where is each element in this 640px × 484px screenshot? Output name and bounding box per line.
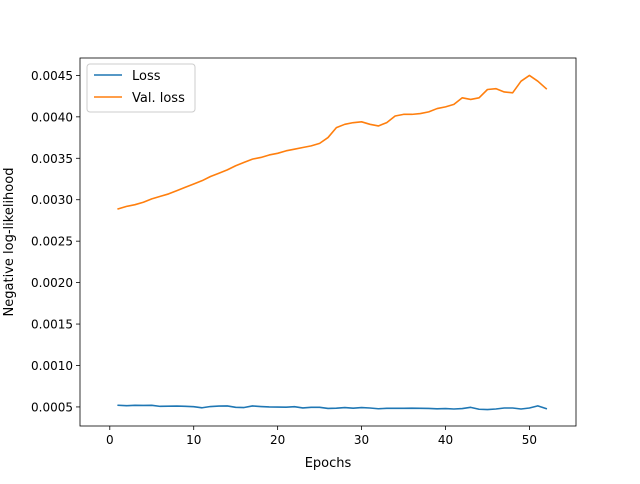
y-tick-label: 0.0015	[31, 318, 73, 332]
y-axis-label: Negative log-likelihood	[2, 168, 17, 317]
y-tick-label: 0.0045	[31, 69, 73, 83]
y-tick-label: 0.0005	[31, 400, 73, 414]
series-line-val-loss	[117, 74, 548, 210]
x-tick-label: 40	[438, 433, 453, 447]
y-tick-label: 0.0025	[31, 235, 73, 249]
x-tick-label: 10	[186, 433, 201, 447]
y-axis: 0.0005 0.0010 0.0015 0.0020 0.0025 0.0030 0.00…	[31, 69, 80, 414]
plot-frame	[79, 57, 577, 427]
legend-label-val-loss: Val. loss	[132, 91, 185, 106]
legend-box	[86, 63, 196, 113]
y-tick-label: 0.0010	[31, 359, 73, 373]
x-axis: 0 10 20 30 40 50	[106, 426, 537, 447]
x-tick-label: 20	[270, 433, 285, 447]
series-line-loss	[117, 404, 548, 411]
legend: Loss Val. loss	[86, 63, 196, 113]
plot-lines	[117, 74, 548, 411]
legend-label-loss: Loss	[132, 69, 161, 84]
y-tick-label: 0.0035	[31, 152, 73, 166]
x-tick-label: 30	[354, 433, 369, 447]
y-tick-label: 0.0040	[31, 110, 73, 124]
y-tick-label: 0.0030	[31, 193, 73, 207]
y-tick-label: 0.0020	[31, 276, 73, 290]
x-axis-label: Epochs	[305, 456, 352, 471]
x-tick-label: 0	[106, 433, 114, 447]
x-tick-label: 50	[522, 433, 537, 447]
